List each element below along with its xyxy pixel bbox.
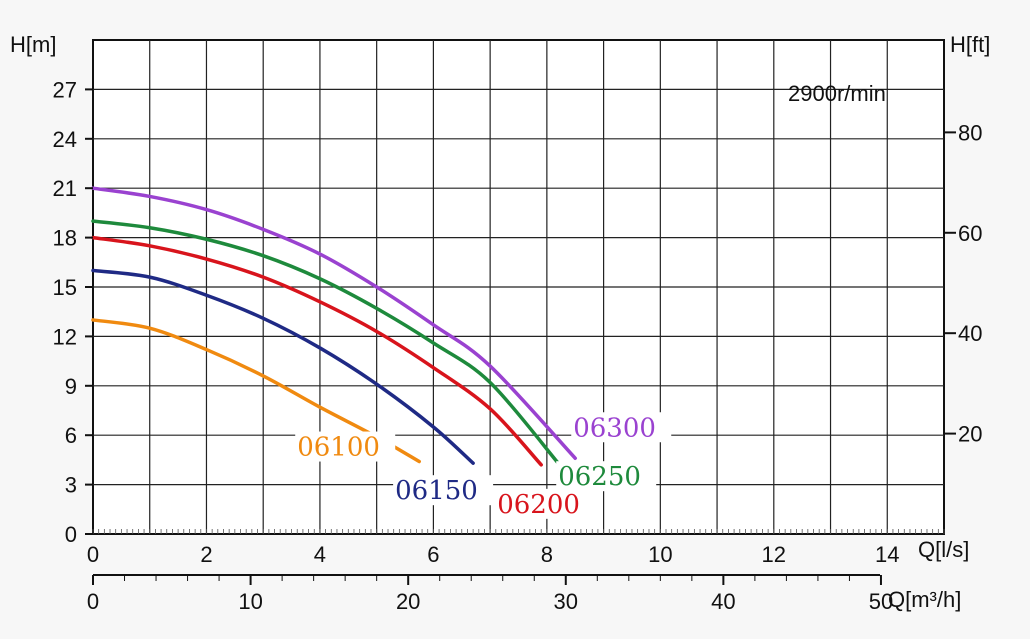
series-label-06250: 06250 <box>558 462 641 492</box>
x-ls-tick-label: 10 <box>648 542 672 567</box>
y-left-tick-label: 15 <box>53 275 77 300</box>
x-ls-tick-label: 2 <box>200 542 212 567</box>
series-label-06300: 06300 <box>573 413 656 443</box>
y-right-tick-label: 20 <box>958 422 982 447</box>
y-left-tick-label: 9 <box>65 374 77 399</box>
x-m3h-tick-label: 10 <box>238 589 262 614</box>
x-ls-tick-label: 12 <box>762 542 786 567</box>
x-ls-tick-label: 14 <box>875 542 899 567</box>
y-left-tick-label: 21 <box>53 176 77 201</box>
y-right-tick-label: 60 <box>958 221 982 246</box>
x-m3h-tick-label: 0 <box>87 589 99 614</box>
x-ls-tick-label: 4 <box>314 542 326 567</box>
curves <box>91 186 577 467</box>
x-m3h-tick-label: 30 <box>554 589 578 614</box>
series-line-06300 <box>91 186 577 461</box>
series-label-bg <box>393 475 494 506</box>
y-left-axis-label: H[m] <box>10 32 56 57</box>
series-label-06200: 06200 <box>497 490 580 520</box>
y-left-tick-label: 3 <box>65 473 77 498</box>
x-m3h-tick-label: 50 <box>869 589 893 614</box>
series-label-06150: 06150 <box>395 476 478 506</box>
series-label-bg <box>556 461 657 492</box>
x-m3h-tick-label: 20 <box>396 589 420 614</box>
grid <box>92 40 945 534</box>
y-left-tick-label: 0 <box>65 522 77 547</box>
x-ls-tick-label: 6 <box>427 542 439 567</box>
y-right-tick-label: 80 <box>958 120 982 145</box>
y-left-tick-label: 6 <box>65 423 77 448</box>
y-left-tick-label: 18 <box>53 226 77 251</box>
y-left-tick-label: 27 <box>53 77 77 102</box>
x-ls-axis-label: Q[l/s] <box>918 537 969 562</box>
x-ls-tick-label: 0 <box>87 542 99 567</box>
series-label-06100: 06100 <box>297 433 380 463</box>
y-right-axis-label: H[ft] <box>950 32 990 57</box>
x-ls-tick-label: 8 <box>541 542 553 567</box>
y-right-tick-label: 40 <box>958 321 982 346</box>
series-label-bg <box>571 412 672 443</box>
x-m3h-axis-label: Q[m³/h] <box>888 587 961 612</box>
series-line-06200 <box>91 235 543 467</box>
series-line-06150 <box>91 268 475 465</box>
speed-label: 2900r/min <box>788 81 886 106</box>
y-left-tick-label: 12 <box>53 324 77 349</box>
series-label-bg <box>495 488 596 519</box>
x-m3h-tick-label: 40 <box>711 589 735 614</box>
series-label-bg <box>295 431 396 462</box>
y-left-tick-label: 24 <box>53 127 77 152</box>
series-line-06250 <box>91 219 560 465</box>
